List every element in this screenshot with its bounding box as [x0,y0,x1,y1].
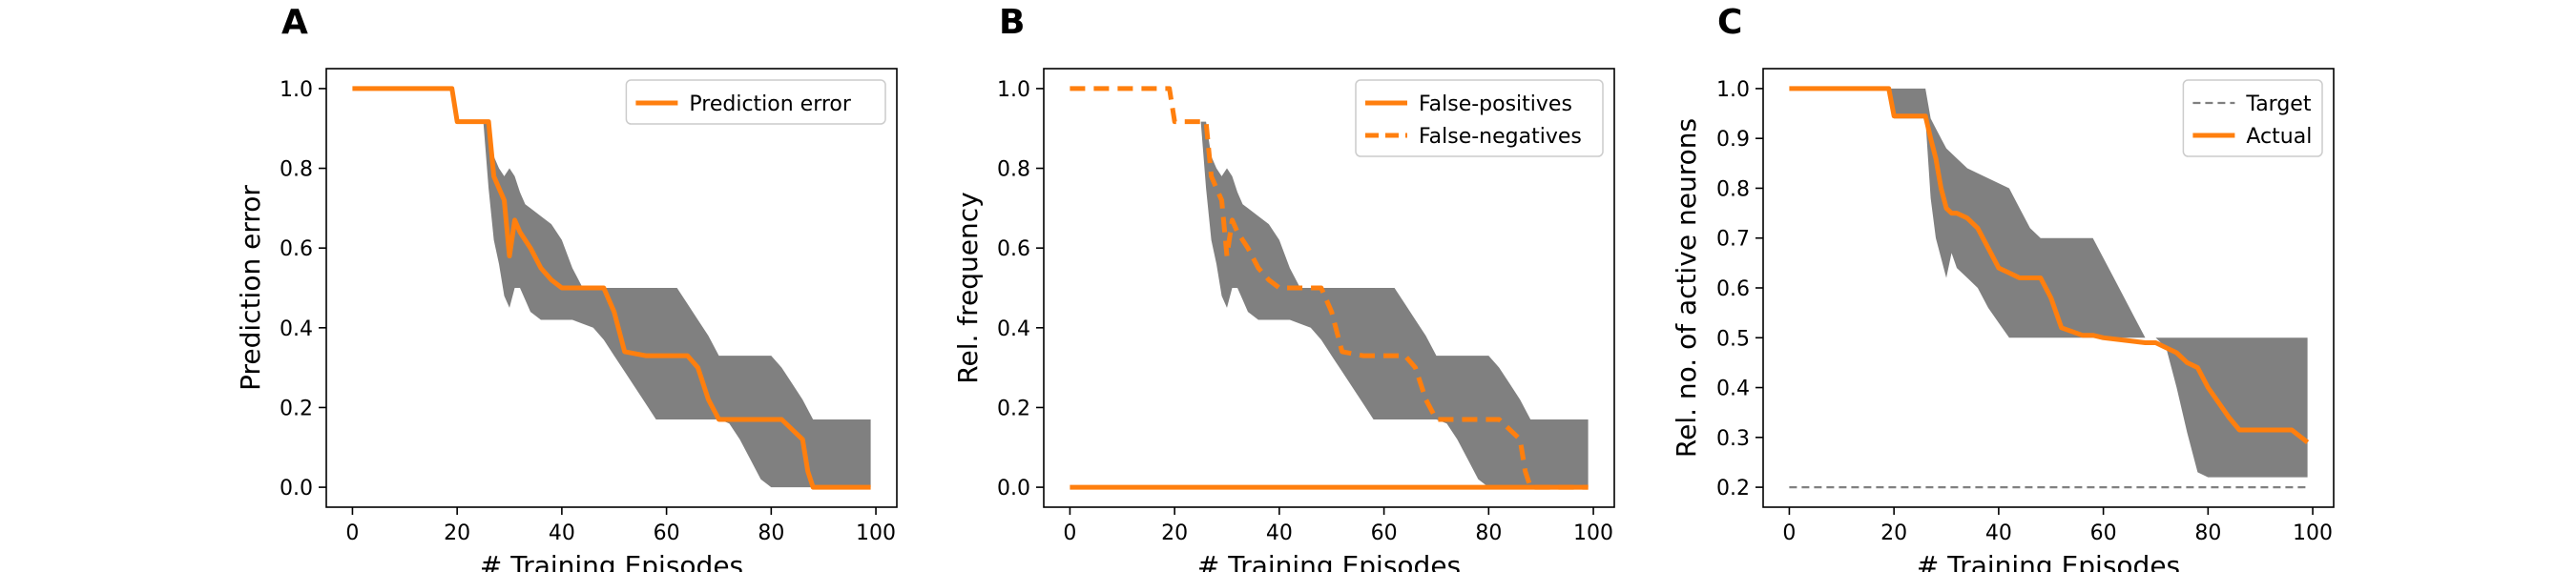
y-tick-label-a-1: 0.2 [280,397,313,420]
y-tick-label-c-3: 0.5 [1716,327,1750,351]
series-line-false-negatives-b [1070,86,1589,490]
x-tick-label-c-0: 0 [1782,521,1796,545]
y-tick-label-a-2: 0.4 [280,317,313,341]
y-tick-label-c-8: 1.0 [1716,78,1750,102]
x-tick-label-a-1: 20 [444,521,470,545]
panel-b: B 0 20 40 60 80 100 0.0 0.2 0.4 0.6 0.8 1.0 # Trai… [952,3,1615,572]
y-tick-label-c-2: 0.4 [1716,378,1750,401]
plot-frame-b [1043,68,1615,508]
panel-letter-b: B [999,3,1025,42]
x-tick-label-a-0: 0 [345,521,359,545]
y-tick-label-a-5: 1.0 [280,78,313,102]
series-line-actual-c [1789,86,2310,444]
y-tick-label-c-6: 0.8 [1716,177,1750,201]
panel-letter-a: A [281,3,308,42]
x-tick-label-b-2: 40 [1266,521,1293,545]
legend-b: False-positives False-negatives [1355,79,1604,157]
y-axis-label-c: Rel. no. of active neurons [1671,118,1702,458]
y-tick-label-b-3: 0.6 [997,237,1030,261]
panel-a: A 0 20 40 60 80 100 0.0 0.2 0.4 0.6 0.8 1.0 # Trai… [235,3,898,572]
legend-box-b [1355,79,1604,157]
legend-label-target-c: Target [2245,92,2311,116]
y-tick-label-b-1: 0.2 [997,397,1030,420]
legend-label-false-negatives-b: False-negatives [1419,125,1582,149]
x-axis-label-a: # Training Episodes [480,550,743,572]
series-line-prediction-error-a [352,86,871,490]
y-tick-label-a-0: 0.0 [280,477,313,500]
x-tick-label-b-3: 60 [1371,521,1398,545]
y-tick-label-b-5: 1.0 [997,78,1030,102]
x-tick-label-b-0: 0 [1063,521,1076,545]
y-axis-label-a: Prediction error [235,185,266,391]
x-tick-label-c-4: 80 [2194,521,2221,545]
y-tick-label-b-0: 0.0 [997,477,1030,500]
legend-label-false-positives-b: False-positives [1419,92,1572,116]
legend-box-a [625,79,886,125]
plot-frame-a [325,68,898,508]
y-tick-label-a-3: 0.6 [280,237,313,261]
x-tick-label-a-5: 100 [856,521,896,545]
x-tick-label-b-4: 80 [1475,521,1502,545]
x-tick-label-b-1: 20 [1161,521,1188,545]
panel-c: C 0 20 40 60 80 100 0.2 0.3 0.4 0.5 0.6 0.7 0.8 0.9 1… [1671,3,2335,572]
x-tick-label-c-2: 40 [1985,521,2012,545]
x-axis-label-c: # Training Episodes [1917,550,2180,572]
y-tick-label-c-0: 0.2 [1716,477,1750,500]
x-tick-label-a-4: 80 [758,521,784,545]
x-tick-label-a-3: 60 [654,521,680,545]
x-tick-label-b-5: 100 [1573,521,1613,545]
y-tick-label-c-1: 0.3 [1716,427,1750,451]
x-tick-label-a-2: 40 [549,521,575,545]
band-a [352,88,871,488]
legend-label-actual-c: Actual [2246,125,2312,149]
x-tick-label-c-1: 20 [1880,521,1907,545]
x-tick-label-c-3: 60 [2090,521,2117,545]
y-tick-label-c-7: 0.9 [1716,128,1750,152]
y-tick-label-c-4: 0.6 [1716,277,1750,301]
y-tick-label-a-4: 0.8 [280,158,313,182]
y-axis-label-b: Rel. frequency [952,192,984,383]
legend-label-prediction-error-a: Prediction error [689,92,851,116]
y-tick-label-b-4: 0.8 [997,158,1030,182]
y-tick-label-c-5: 0.7 [1716,228,1750,252]
y-tick-label-b-2: 0.4 [997,317,1030,341]
legend-a: Prediction error [625,79,886,125]
legend-c: Target Actual [2182,79,2323,157]
band-b [1070,88,1589,488]
panel-letter-c: C [1717,3,1742,42]
band-c [1789,88,2308,478]
x-axis-label-b: # Training Episodes [1197,550,1461,572]
x-tick-label-c-5: 100 [2293,521,2333,545]
